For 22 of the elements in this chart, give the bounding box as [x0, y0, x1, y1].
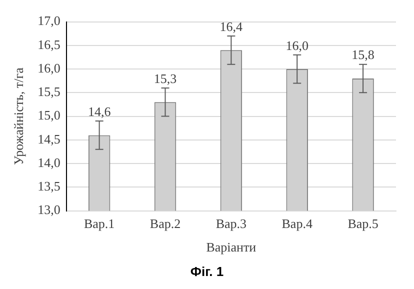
x-tick-label: Вар.2: [150, 216, 181, 232]
data-label: 15,3: [154, 70, 177, 86]
data-label: 16,0: [286, 38, 308, 53]
y-tick-label: 13,0: [38, 202, 60, 218]
text: Фіг. 1: [189, 264, 225, 279]
y-tick-label: 16,5: [38, 36, 60, 52]
data-label: 16,4: [220, 18, 244, 34]
y-tick-label: 16,0: [38, 60, 60, 76]
y-tick-label: 15,0: [38, 108, 60, 123]
y-tick-label: 14,5: [38, 131, 60, 146]
y-tick-label: 15,5: [38, 84, 60, 100]
x-axis-title: Варіанти: [206, 240, 256, 255]
x-tick-label: Вар.1: [84, 216, 115, 232]
x-tick-label: Вар.5: [348, 216, 378, 232]
x-tick-label: Вар.3: [216, 216, 247, 232]
x-tick-label: Вар.4: [282, 216, 313, 232]
y-tick-label: 14,0: [38, 154, 60, 170]
y-axis-title: Урожайність, т/га: [11, 67, 26, 165]
data-label: 14,6: [88, 104, 112, 119]
y-tick-label: 17,0: [38, 13, 60, 28]
y-tick-label: 13,5: [38, 178, 60, 194]
data-label: 15,8: [352, 47, 374, 62]
